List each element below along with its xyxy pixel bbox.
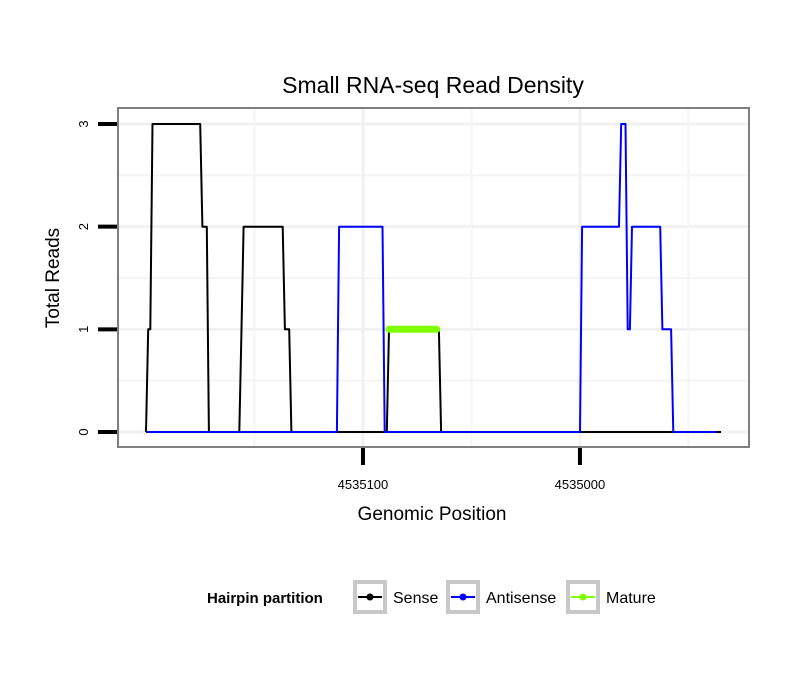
series-line-antisense — [146, 123, 717, 433]
y-tick-label: 3 — [76, 120, 91, 127]
legend-label-mature: Mature — [606, 590, 656, 607]
legend: Hairpin partition Sense Antisense Mature — [207, 580, 656, 614]
legend-label-antisense: Antisense — [486, 590, 556, 607]
legend-key-point-antisense — [459, 593, 467, 601]
legend-title: Hairpin partition — [207, 590, 323, 607]
x-axis-title: Genomic Position — [358, 504, 507, 525]
panel-border — [117, 107, 750, 448]
y-tick-label: 1 — [76, 326, 91, 333]
y-tick-label: 0 — [76, 428, 91, 435]
y-axis-title: Total Reads — [43, 228, 64, 328]
series-layer — [145, 123, 721, 433]
axes: 0 1 2 3 4535100 4535000 — [76, 120, 605, 492]
legend-key-point-mature — [579, 593, 587, 601]
legend-label-sense: Sense — [393, 590, 438, 607]
y-tick-label: 2 — [76, 223, 91, 230]
legend-key-point-sense — [366, 593, 374, 601]
x-tick-label: 4535000 — [555, 477, 606, 492]
chart-title: Small RNA-seq Read Density — [282, 72, 584, 98]
x-tick-label: 4535100 — [338, 477, 389, 492]
